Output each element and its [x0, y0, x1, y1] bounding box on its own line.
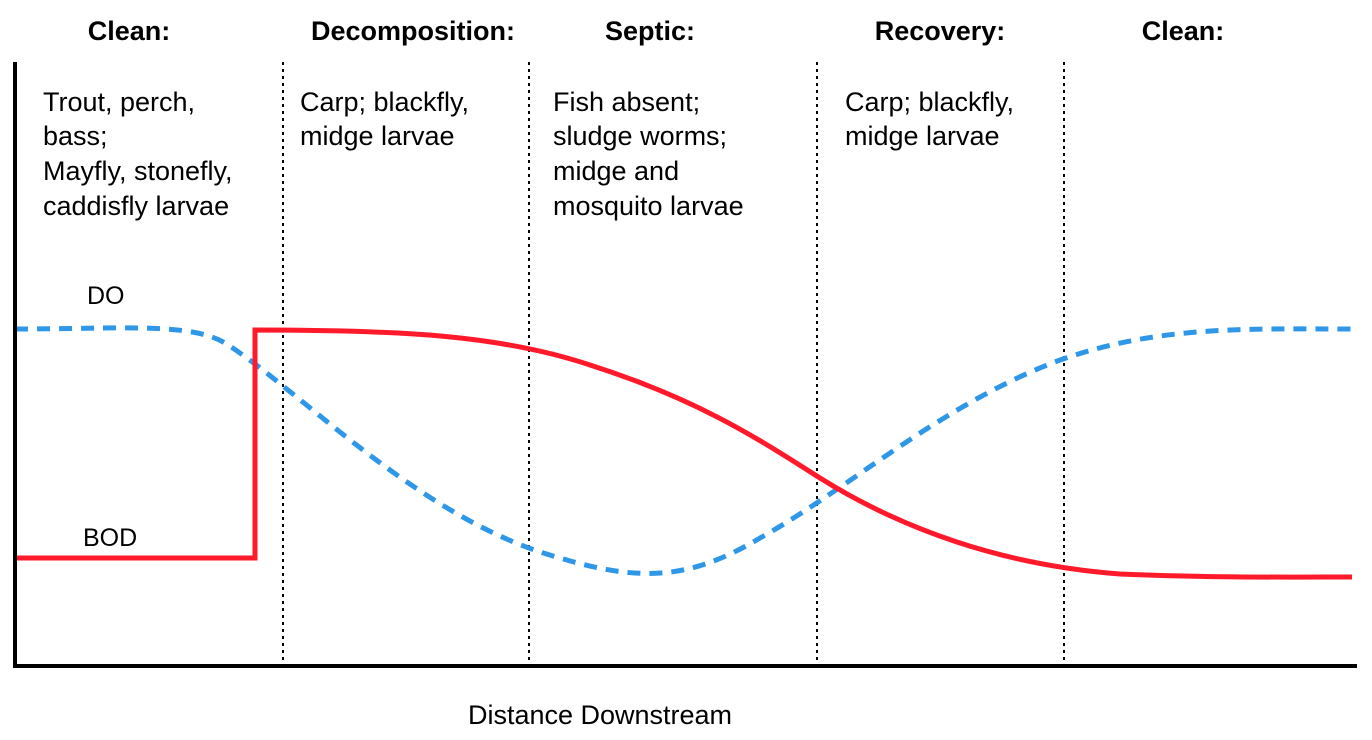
zone-desc-line: midge larvae [300, 121, 455, 151]
zone-desc-line: Carp; blackfly, [845, 87, 1014, 117]
zone-desc-line: sludge worms; [553, 121, 727, 151]
zone-desc-line: Fish absent; [553, 87, 700, 117]
zone-desc-line: mosquito larvae [553, 191, 744, 221]
zone-title-recovery: Recovery: [875, 16, 1006, 46]
zone-title-clean-downstream: Clean: [1142, 16, 1225, 46]
zone-desc-recovery: Carp; blackfly, midge larvae [845, 87, 1022, 151]
bod-curve-label: BOD [83, 524, 137, 552]
do-curve-label: DO [87, 282, 125, 310]
zone-desc-line: Mayfly, stonefly, [43, 156, 233, 186]
zone-desc-line: midge and [553, 156, 679, 186]
zone-desc-line: Carp; blackfly, [300, 87, 469, 117]
zone-desc-line: Trout, perch, [43, 87, 195, 117]
bod-curve [15, 327, 1353, 580]
zone-dividers [282, 62, 1065, 666]
zone-title-clean-upstream: Clean: [88, 16, 171, 46]
zone-desc-line: midge larvae [845, 121, 1000, 151]
x-axis-label: Distance Downstream [468, 700, 732, 730]
zone-desc-line: caddisfly larvae [43, 191, 229, 221]
zone-desc-clean-upstream: Trout, perch, bass; Mayfly, stonefly, ca… [43, 87, 240, 221]
zone-desc-septic: Fish absent; sludge worms; midge and mos… [553, 87, 744, 221]
zone-title-decomposition: Decomposition: [311, 16, 515, 46]
zone-desc-line: bass; [43, 121, 108, 151]
zone-desc-decomposition: Carp; blackfly, midge larvae [300, 87, 477, 151]
zone-title-septic: Septic: [605, 16, 695, 46]
do-curve [14, 325, 1353, 576]
